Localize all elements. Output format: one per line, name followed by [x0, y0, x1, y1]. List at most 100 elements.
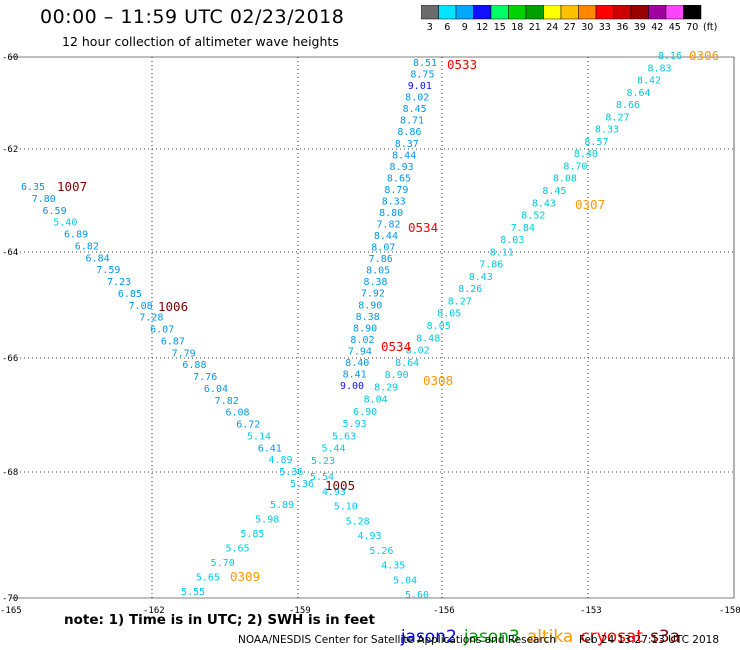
pass-label: 1005	[325, 478, 355, 493]
scale-label: 33	[599, 22, 611, 33]
lon-tick-label: -153	[580, 606, 602, 616]
wave-height-value: 6.35	[21, 182, 45, 193]
wave-height-value: 6.82	[75, 241, 99, 252]
axis-tick-labels: -60 -62 -64 -66 -68 -70 -165 -162 -159 -156 -153 -1…	[0, 53, 740, 616]
wave-height-value: 7.76	[193, 372, 217, 383]
lat-tick-label: -62	[2, 145, 18, 155]
lat-tick-label: -70	[2, 594, 18, 604]
wave-height-value: 8.51	[413, 58, 437, 69]
scale-unit: (ft)	[703, 22, 717, 33]
wave-height-value: 8.05	[366, 266, 390, 277]
wave-height-value: 5.55	[181, 587, 205, 598]
wave-height-value: 5.54	[310, 472, 334, 483]
pass-label: 0309	[230, 569, 260, 584]
wave-height-value: 5.60	[405, 590, 429, 601]
wave-height-value: 6.41	[258, 443, 282, 454]
wave-height-value: 4.93	[322, 487, 346, 498]
wave-height-value: 8.45	[403, 104, 427, 115]
legend-cryosat: cryosat	[580, 627, 644, 647]
wave-height-value: 6.88	[182, 360, 206, 371]
wave-height-value: 8.44	[392, 150, 416, 161]
lon-tick-label: -165	[0, 606, 22, 616]
credit-timestamp: Feb 24 13:27:13 UTC 2018	[579, 634, 719, 646]
wave-height-value: 8.93	[390, 162, 414, 173]
wave-height-value: 8.07	[371, 243, 395, 254]
wave-height-value: 8.48	[416, 333, 440, 344]
wave-height-value: 5.14	[247, 431, 271, 442]
wave-height-value: 7.84	[511, 223, 535, 234]
wave-height-value: 5.98	[255, 515, 279, 526]
scale-label: 39	[634, 22, 646, 33]
wave-height-value: 7.92	[361, 289, 385, 300]
wave-height-value: 7.80	[32, 194, 56, 205]
wave-height-value: 7.59	[96, 265, 120, 276]
wave-height-value: 6.08	[225, 408, 249, 419]
wave-height-value: 8.45	[542, 186, 566, 197]
scale-label: 70	[686, 22, 698, 33]
wave-height-value: 8.33	[595, 125, 619, 136]
wave-height-value: 6.84	[86, 253, 110, 264]
map-subtitle: 12 hour collection of altimeter wave hei…	[62, 34, 339, 49]
wave-height-value: 4.89	[268, 455, 292, 466]
scale-label: 42	[651, 22, 663, 33]
wave-height-value: 8.02	[406, 346, 430, 357]
pass-label: 1007	[57, 179, 87, 194]
wave-height-value: 9.01	[408, 81, 432, 92]
wave-height-value: 8.86	[397, 127, 421, 138]
wave-height-value: 8.41	[343, 369, 367, 380]
scale-label: 18	[511, 22, 523, 33]
wave-height-value: 8.37	[395, 139, 419, 150]
wave-height-value: 8.66	[616, 100, 640, 111]
wave-height-value: 8.43	[532, 198, 556, 209]
wave-height-value: 6.85	[118, 289, 142, 300]
wave-height-value: 8.75	[410, 70, 434, 81]
wave-height-value: 7.08	[129, 301, 153, 312]
track-cryosat-1005: 5.54 4.93 5.10 5.28 4.93 5.26 4.35 5.04 5.60	[310, 472, 429, 601]
wave-height-value: 8.80	[379, 208, 403, 219]
wave-height-value: 5.44	[322, 444, 346, 455]
track-altika-0309: 5.235.445.635.936.908.048.298.908.648.02…	[311, 51, 682, 467]
legend-s3a: s3a	[650, 627, 681, 647]
wave-height-value: 5.65	[226, 544, 250, 555]
scale-label: 3	[427, 22, 433, 33]
wave-height-value: 9.00	[340, 381, 364, 392]
note-text: note: 1) Time is in UTC; 2) SWH is in fe…	[64, 612, 375, 628]
wave-height-value: 5.26	[369, 546, 393, 557]
wave-height-value: 8.02	[350, 335, 374, 346]
wave-height-value: 8.90	[353, 323, 377, 334]
pass-label: 0306	[689, 48, 719, 63]
wave-height-value: 8.70	[563, 161, 587, 172]
track-cryosat-1007: 6.357.806.595.406.896.826.847.597.236.85…	[21, 182, 314, 490]
lon-tick-label: -159	[289, 606, 311, 616]
wave-height-value: 7.86	[369, 254, 393, 265]
wave-height-value: 7.86	[479, 260, 503, 271]
wave-height-value: 8.40	[574, 149, 598, 160]
wave-height-value: 8.90	[358, 300, 382, 311]
wave-height-value: 7.82	[215, 396, 239, 407]
scale-label: 30	[581, 22, 593, 33]
wave-height-value: 6.72	[236, 420, 260, 431]
wave-height-value: 8.65	[387, 173, 411, 184]
wave-height-value: 8.02	[405, 93, 429, 104]
wave-height-value: 5.40	[53, 218, 77, 229]
wave-height-value: 8.52	[521, 211, 545, 222]
wave-height-value: 8.08	[553, 174, 577, 185]
wave-height-value: 8.11	[490, 247, 514, 258]
wave-height-value: 8.71	[400, 116, 424, 127]
wave-height-value: 4.93	[358, 531, 382, 542]
wave-height-value: 5.36	[290, 479, 314, 490]
pass-label: 0308	[423, 373, 453, 388]
scale-label: 24	[546, 22, 558, 33]
wave-height-value: 8.05	[437, 309, 461, 320]
wave-height-value: 5.93	[343, 419, 367, 430]
wave-height-value: 6.87	[161, 336, 185, 347]
lat-tick-label: -64	[2, 248, 18, 258]
wave-height-value: 7.94	[348, 346, 372, 357]
wave-height-value: 8.29	[374, 382, 398, 393]
wave-height-value: 5.63	[332, 431, 356, 442]
wave-height-value: 8.26	[458, 284, 482, 295]
track-cryosat-0533: 8.518.759.018.028.458.718.868.378.448.93…	[340, 58, 437, 392]
wave-height-value: 8.40	[345, 358, 369, 369]
lon-tick-label: -156	[433, 606, 455, 616]
legend-jason3: jason3	[463, 627, 520, 647]
